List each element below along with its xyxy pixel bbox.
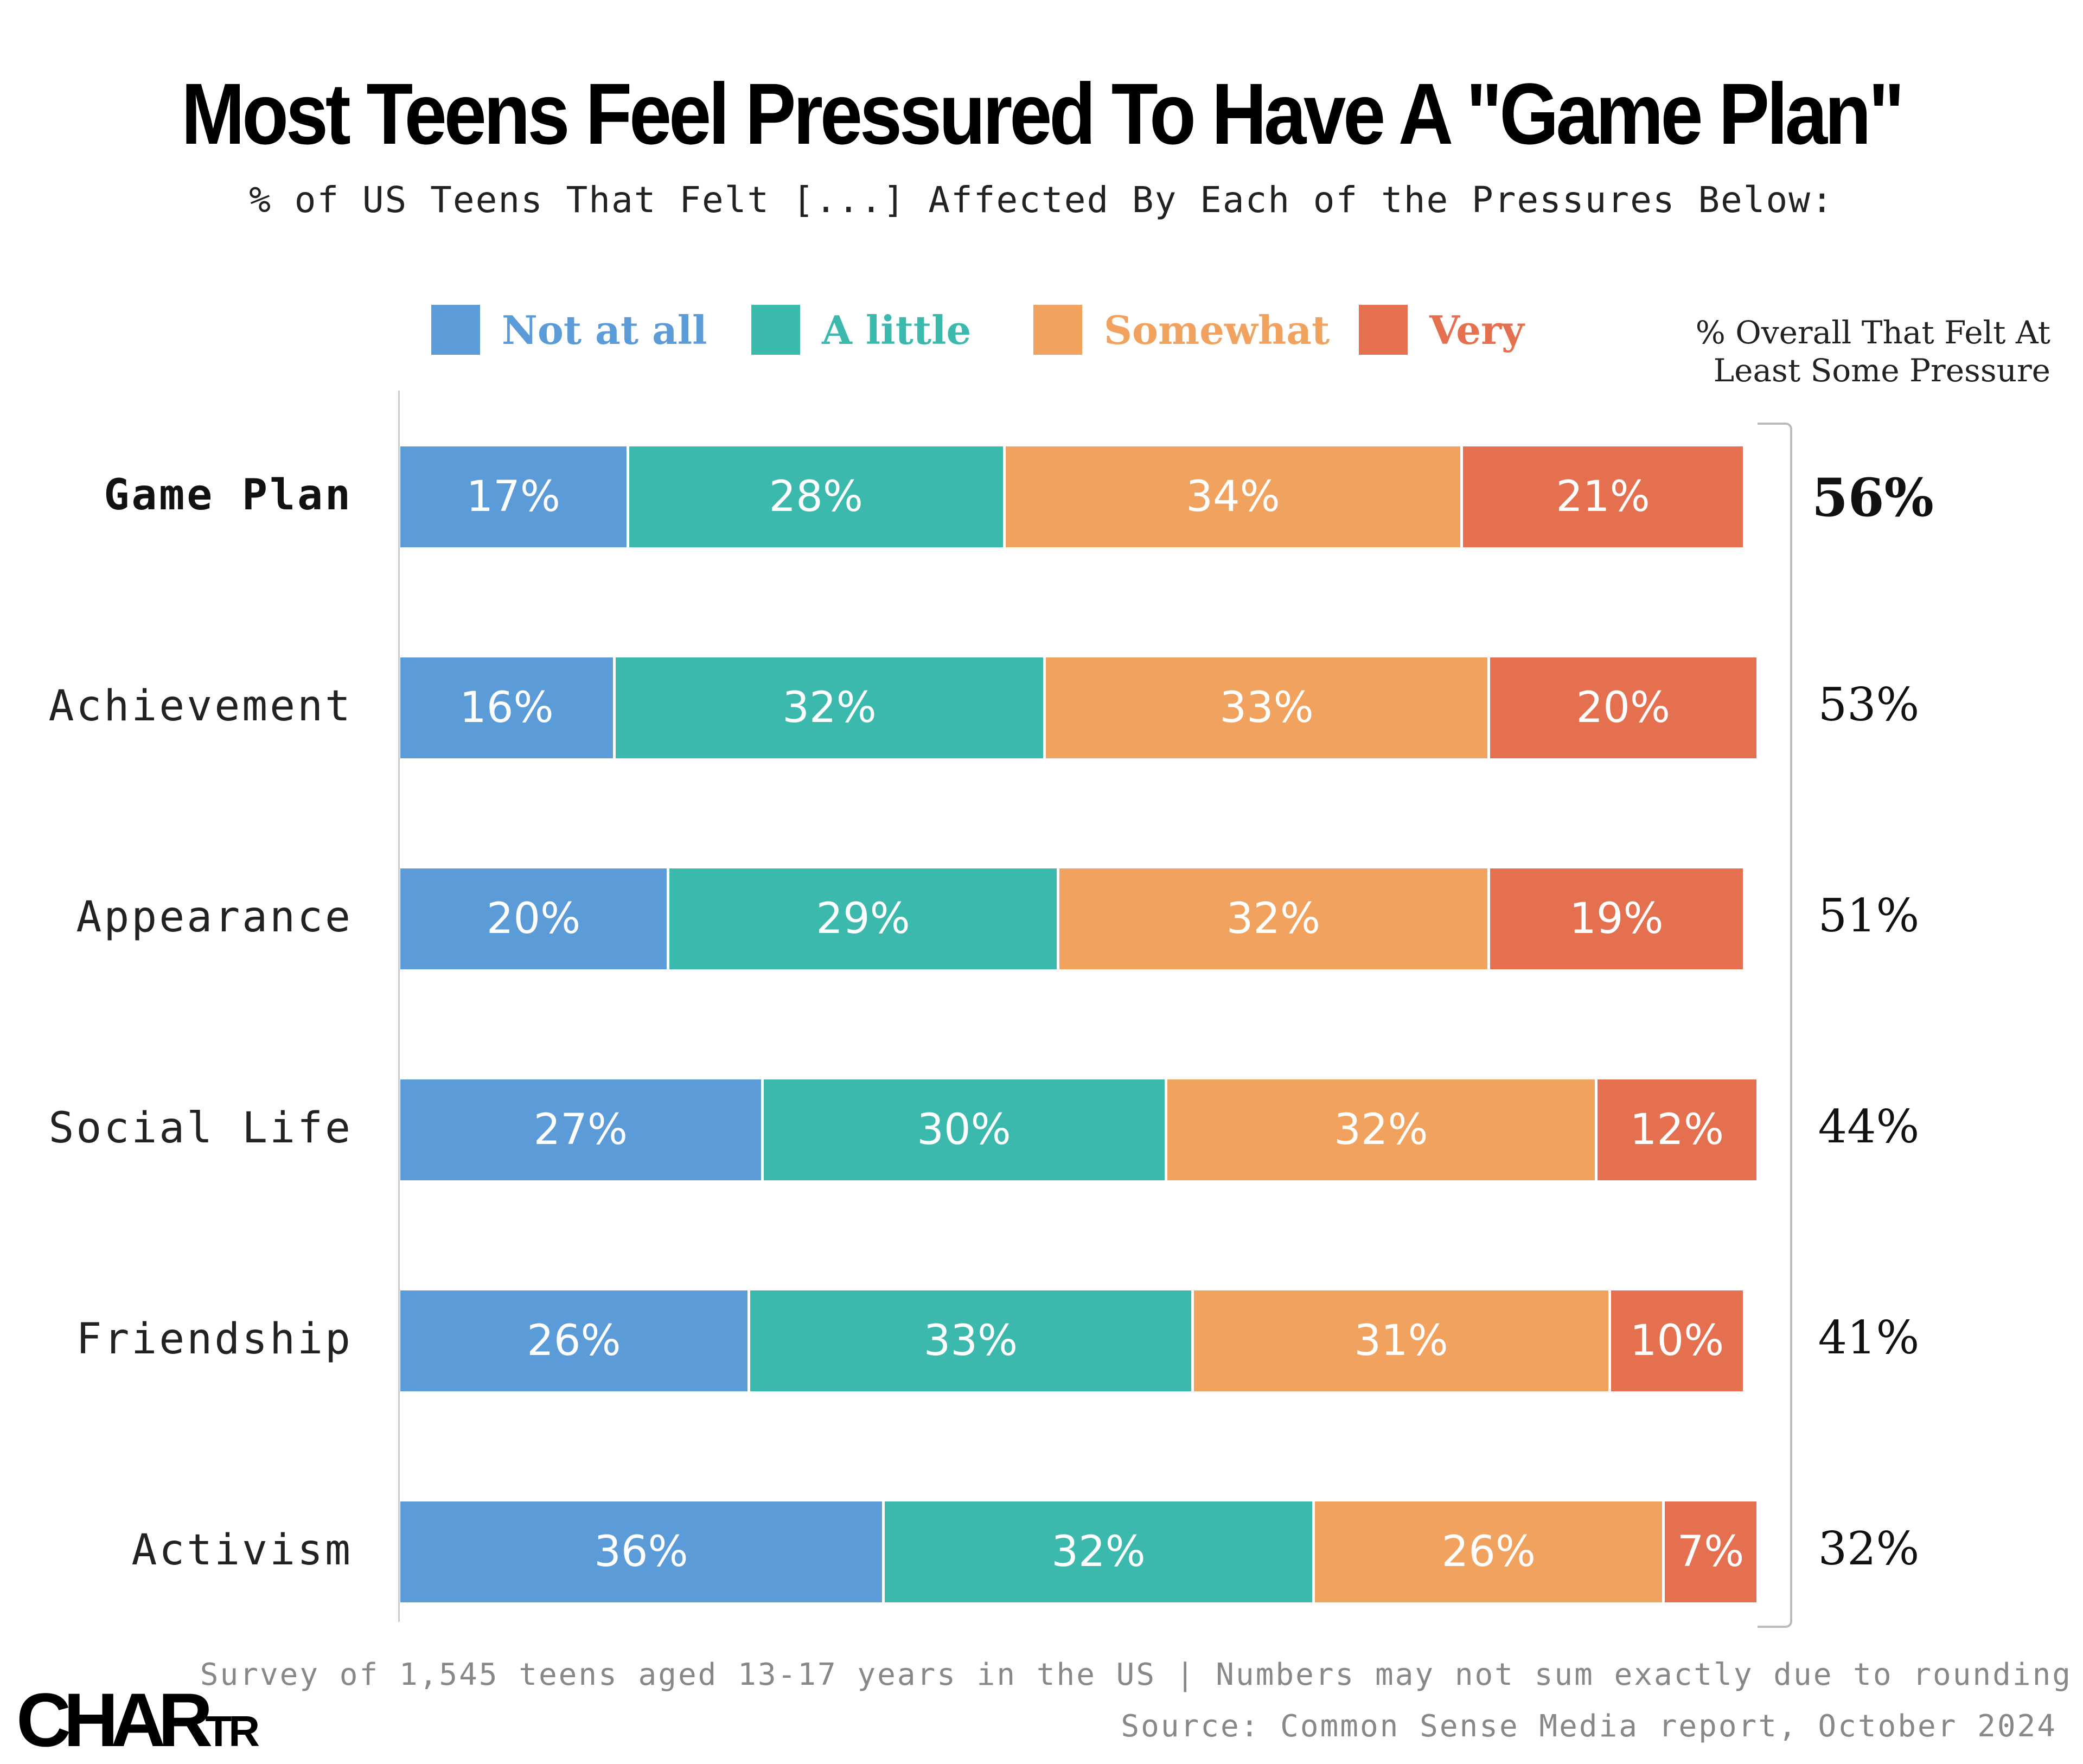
data-label: 26% <box>527 1316 621 1365</box>
legend-swatch <box>751 305 800 355</box>
total-label: 51% <box>1818 889 1920 942</box>
bar-segment: 20% <box>400 868 669 969</box>
bar-segment: 32% <box>884 1501 1315 1602</box>
data-label: 33% <box>923 1316 1018 1365</box>
y-axis-line <box>398 391 400 1622</box>
legend-item: A little <box>751 305 971 355</box>
footer-note: Survey of 1,545 teens aged 13-17 years i… <box>200 1657 2072 1692</box>
totals-bracket <box>1758 423 1792 1628</box>
legend-label: A little <box>822 306 972 353</box>
bar-segment: 36% <box>400 1501 885 1602</box>
bar-segment: 32% <box>615 657 1046 758</box>
data-label: 12% <box>1630 1105 1724 1154</box>
data-label: 30% <box>917 1105 1011 1154</box>
total-label: 56% <box>1812 467 1934 528</box>
data-label: 10% <box>1630 1316 1724 1365</box>
category-label: Activism <box>131 1526 353 1575</box>
bar-segment: 21% <box>1463 446 1746 547</box>
legend-label: Somewhat <box>1104 306 1330 353</box>
bar-segment: 10% <box>1611 1290 1746 1391</box>
bar-segment: 27% <box>400 1079 764 1180</box>
legend-item: Somewhat <box>1033 305 1330 355</box>
bar-segment: 19% <box>1490 868 1746 969</box>
data-label: 27% <box>533 1105 628 1154</box>
bar-segment: 7% <box>1665 1501 1759 1602</box>
data-label: 17% <box>466 472 560 521</box>
data-label: 19% <box>1569 894 1664 943</box>
legend-label: Not at all <box>502 306 707 353</box>
category-label: Friendship <box>76 1315 353 1364</box>
data-label: 28% <box>769 472 863 521</box>
total-label: 53% <box>1818 678 1920 731</box>
bar-segment: 29% <box>669 868 1060 969</box>
footer-source: Source: Common Sense Media report, Octob… <box>1121 1709 2057 1744</box>
totals-header: % Overall That Felt At Least Some Pressu… <box>1695 314 2050 389</box>
category-label: Appearance <box>76 893 353 942</box>
total-label: 32% <box>1818 1522 1920 1575</box>
bar-segment: 12% <box>1598 1079 1759 1180</box>
data-label: 20% <box>486 894 581 943</box>
bar-segment: 20% <box>1490 657 1759 758</box>
bar-segment: 16% <box>400 657 616 758</box>
bar-segment: 17% <box>400 446 629 547</box>
category-label: Achievement <box>48 682 353 731</box>
data-label: 16% <box>459 683 554 732</box>
chartr-logo: CHARTR <box>16 1677 260 1762</box>
data-label: 29% <box>816 894 910 943</box>
bar-segment: 26% <box>400 1290 750 1391</box>
bar-segment: 33% <box>750 1290 1194 1391</box>
chart-title: Most Teens Feel Pressured To Have A "Gam… <box>181 65 1905 162</box>
bar-segment: 32% <box>1059 868 1490 969</box>
data-label: 34% <box>1186 472 1280 521</box>
legend-label: Very <box>1429 306 1524 353</box>
bar-segment: 26% <box>1315 1501 1665 1602</box>
bar-segment: 32% <box>1167 1079 1598 1180</box>
data-label: 31% <box>1354 1316 1448 1365</box>
legend-item: Not at all <box>431 305 707 355</box>
data-label: 36% <box>594 1527 688 1576</box>
data-label: 33% <box>1219 683 1314 732</box>
data-label: 7% <box>1677 1527 1745 1576</box>
data-label: 32% <box>1051 1527 1146 1576</box>
bar-segment: 34% <box>1006 446 1464 547</box>
total-label: 41% <box>1818 1311 1920 1364</box>
bar-segment: 28% <box>629 446 1006 547</box>
data-label: 21% <box>1556 472 1650 521</box>
data-label: 20% <box>1576 683 1670 732</box>
total-label: 44% <box>1818 1100 1920 1153</box>
legend-item: Very <box>1359 305 1524 355</box>
data-label: 32% <box>1334 1105 1428 1154</box>
category-label: Game Plan <box>104 471 353 520</box>
bar-segment: 31% <box>1194 1290 1611 1391</box>
chart-subtitle: % of US Teens That Felt [...] Affected B… <box>249 179 1834 221</box>
category-label: Social Life <box>48 1104 353 1153</box>
legend-swatch <box>431 305 480 355</box>
legend-swatch <box>1033 305 1082 355</box>
data-label: 32% <box>782 683 877 732</box>
bar-segment: 33% <box>1046 657 1490 758</box>
data-label: 26% <box>1441 1527 1536 1576</box>
bar-segment: 30% <box>763 1079 1167 1180</box>
legend-swatch <box>1359 305 1408 355</box>
data-label: 32% <box>1226 894 1321 943</box>
